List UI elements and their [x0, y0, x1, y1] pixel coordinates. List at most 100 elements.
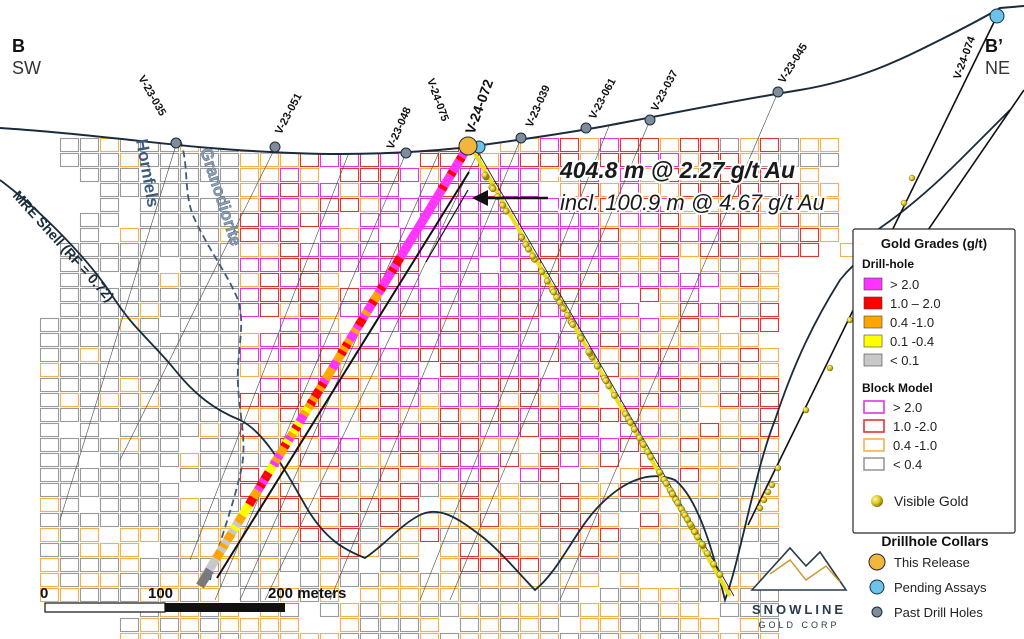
block-cell	[699, 317, 720, 333]
block-cell	[659, 182, 680, 198]
block-cell	[299, 587, 320, 603]
block-cell	[99, 257, 120, 273]
block-cell	[139, 407, 160, 423]
block-cell	[259, 422, 280, 438]
block-cell	[599, 152, 620, 168]
block-cell	[759, 137, 780, 153]
main-hole-segment	[418, 215, 429, 225]
block-cell	[539, 197, 560, 213]
block-cell	[439, 467, 460, 483]
block-cell	[459, 527, 480, 543]
block-cell	[59, 392, 80, 408]
block-cell	[59, 542, 80, 558]
block-cell	[159, 152, 180, 168]
block-cell	[659, 437, 680, 453]
block-cell	[139, 257, 160, 273]
block-cell	[699, 212, 720, 228]
block-cell	[499, 512, 520, 528]
block-cell	[619, 557, 640, 573]
main-hole-segment	[258, 477, 269, 486]
main-hole-segment	[229, 523, 240, 533]
callout-main: 404.8 m @ 2.27 g/t Au	[559, 157, 795, 183]
block-cell	[499, 587, 520, 603]
block-cell	[579, 437, 600, 453]
block-cell	[279, 362, 300, 378]
block-cell	[739, 137, 760, 153]
block-cell	[539, 167, 560, 183]
main-hole-segment	[238, 509, 249, 518]
block-cell	[299, 347, 320, 363]
block-cell	[599, 347, 620, 363]
block-cell	[699, 452, 720, 468]
block-cell	[79, 512, 100, 528]
block-cell	[179, 362, 200, 378]
block-cell	[499, 497, 520, 513]
main-hole-segment	[383, 273, 394, 282]
block-cell	[639, 287, 660, 303]
block-cell	[139, 317, 160, 333]
block-cell	[179, 167, 200, 183]
block-cell	[39, 317, 60, 333]
block-cell	[99, 407, 120, 423]
block-cell	[679, 467, 700, 483]
main-hole-segment	[352, 323, 363, 332]
block-cell	[439, 422, 460, 438]
block-cell	[339, 467, 360, 483]
block-cell	[759, 242, 780, 258]
block-cell	[439, 437, 460, 453]
block-cell	[519, 302, 540, 318]
block-cell	[179, 422, 200, 438]
block-cell	[119, 167, 140, 183]
block-cell	[359, 182, 380, 198]
block-cell	[759, 617, 780, 633]
hole-label: V-23-037	[649, 68, 681, 113]
block-cell	[359, 452, 380, 468]
block-cell	[399, 422, 420, 438]
visible-gold-bead	[569, 321, 577, 328]
block-cell	[359, 332, 380, 348]
block-cell	[399, 602, 420, 618]
block-cell	[159, 407, 180, 423]
main-hole-segment	[302, 405, 313, 414]
block-cell	[499, 167, 520, 183]
block-cell	[599, 242, 620, 258]
block-cell	[619, 602, 640, 618]
block-cell	[639, 602, 660, 618]
block-cell	[559, 512, 580, 528]
block-cell	[659, 332, 680, 348]
main-hole-segment	[207, 559, 218, 569]
collar-marker	[515, 132, 527, 144]
main-hole-segment	[416, 219, 427, 228]
block-cell	[659, 512, 680, 528]
block-cell	[219, 182, 240, 198]
logo-gold-line	[769, 559, 841, 583]
block-cell	[539, 377, 560, 393]
block-cell	[279, 227, 300, 243]
block-cell	[599, 587, 620, 603]
visible-gold-bead	[631, 425, 638, 433]
block-cell	[339, 617, 360, 633]
block-cell	[799, 242, 820, 258]
legend-drill-swatch	[863, 353, 883, 367]
main-hole-segment	[245, 498, 256, 508]
block-cell	[659, 272, 680, 288]
main-hole-segment	[343, 337, 354, 346]
block-cell	[199, 302, 220, 318]
legend-collars-heading: Drillhole Collars	[881, 533, 989, 549]
block-cell	[279, 212, 300, 228]
block-cell	[459, 482, 480, 498]
block-cell	[399, 482, 420, 498]
block-cell	[359, 377, 380, 393]
block-cell	[259, 302, 280, 318]
block-cell	[139, 302, 160, 318]
block-cell	[419, 422, 440, 438]
block-cell	[159, 542, 180, 558]
block-cell	[699, 137, 720, 153]
block-cell	[819, 197, 840, 213]
block-cell	[439, 332, 460, 348]
block-cell	[379, 482, 400, 498]
block-cell	[199, 362, 220, 378]
block-cell	[519, 452, 540, 468]
block-cell	[459, 452, 480, 468]
block-cell	[379, 362, 400, 378]
